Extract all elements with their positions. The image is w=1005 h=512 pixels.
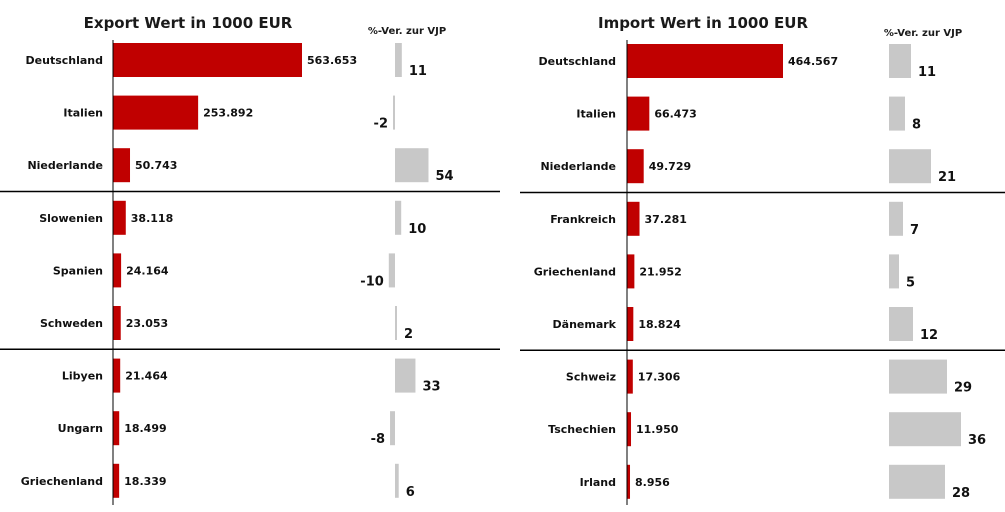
export-libyen-category-label: Libyen [62,370,103,383]
import-deutschland-value-bar [627,44,783,78]
export-deutschland-value-label: 563.653 [307,54,357,67]
export-schweden-change-label: 2 [404,327,413,342]
import-griechenland-change-label: 5 [906,275,915,290]
export-griechenland-change-label: 6 [406,485,415,500]
export-spanien-change-bar [388,253,395,288]
export-ungarn-change-label: -8 [371,432,385,447]
import-schweiz-category-label: Schweiz [566,371,616,384]
import-italien-value-bar [627,96,650,131]
export-ungarn-value-label: 18.499 [124,422,166,435]
import-griechenland-value-label: 21.952 [639,265,681,278]
import-deutschland-category-label: Deutschland [539,55,616,68]
import-tschechien-change-bar [889,412,961,447]
export-schweden-value-bar [113,306,121,340]
export-griechenland-category-label: Griechenland [21,475,103,488]
import-frankreich-change-bar [889,201,903,236]
import-niederlande-change-label: 21 [938,170,956,185]
import-change-header: %-Ver. zur VJP [884,28,962,39]
export-griechenland-value-label: 18.339 [124,475,166,488]
import-tschechien-change-label: 36 [968,433,986,448]
export-deutschland-value-bar [113,43,302,77]
import-tschechien-value-label: 11.950 [636,423,679,436]
export-libyen-change-label: 33 [422,380,440,395]
export-slowenien-change-label: 10 [408,222,426,237]
export-spanien-value-bar [113,253,122,288]
import-dänemark-change-bar [889,307,913,341]
import-deutschland-change-label: 11 [918,65,936,80]
export-deutschland-change-label: 11 [409,64,427,79]
export-slowenien-category-label: Slowenien [39,212,103,225]
export-schweden-change-bar [395,306,397,340]
export-niederlande-category-label: Niederlande [27,159,103,172]
import-deutschland-change-bar [889,44,911,78]
import-italien-change-bar [889,96,905,131]
import-niederlande-category-label: Niederlande [540,160,616,173]
import-frankreich-category-label: Frankreich [550,213,616,226]
export-spanien-category-label: Spanien [53,264,103,277]
import-dänemark-value-label: 18.824 [638,318,681,331]
export-italien-change-label: -2 [374,117,388,132]
import-frankreich-value-bar [627,201,640,236]
import-italien-value-label: 66.473 [654,108,696,121]
import-irland-category-label: Irland [580,476,616,489]
import-tschechien-category-label: Tschechien [548,423,616,436]
import-irland-change-label: 28 [952,486,970,501]
import-frankreich-change-label: 7 [910,223,919,238]
import-griechenland-category-label: Griechenland [534,265,616,278]
export-spanien-value-label: 24.164 [126,264,169,277]
export-deutschland-change-bar [395,43,402,77]
export-niederlande-value-bar [113,148,131,183]
import-schweiz-value-label: 17.306 [638,371,681,384]
export-niederlande-value-label: 50.743 [135,159,177,172]
export-slowenien-value-bar [113,200,126,235]
import-dänemark-category-label: Dänemark [553,318,617,331]
export-ungarn-category-label: Ungarn [58,422,103,435]
export-libyen-value-label: 21.464 [125,370,168,383]
export-italien-value-bar [113,95,199,130]
export-italien-value-label: 253.892 [203,107,253,120]
export-libyen-value-bar [113,358,121,393]
import-schweiz-value-bar [627,359,633,394]
import-frankreich-value-label: 37.281 [645,213,687,226]
export-spanien-change-label: -10 [360,274,384,289]
import-niederlande-value-label: 49.729 [649,160,691,173]
export-italien-change-bar [393,95,395,130]
export-griechenland-change-bar [395,463,399,498]
import-tschechien-value-bar [627,412,632,447]
import-chart-title: Import Wert in 1000 EUR [598,14,808,32]
import-dänemark-value-bar [627,307,634,341]
import-dänemark-change-label: 12 [920,328,938,343]
export-niederlande-change-bar [395,148,429,183]
export-ungarn-value-bar [113,411,120,446]
export-chart-title: Export Wert in 1000 EUR [84,14,293,32]
export-deutschland-category-label: Deutschland [26,54,103,67]
export-slowenien-change-bar [395,200,402,235]
export-chart-panel: Export Wert in 1000 EUR %-Ver. zur VJP D… [0,14,500,505]
export-change-header: %-Ver. zur VJP [368,26,446,37]
export-italien-category-label: Italien [63,107,103,120]
export-libyen-change-bar [395,358,416,393]
import-schweiz-change-label: 29 [954,381,972,396]
import-irland-change-bar [889,464,945,499]
export-ungarn-change-bar [390,411,395,446]
import-niederlande-change-bar [889,149,931,184]
import-niederlande-value-bar [627,149,644,184]
import-irland-value-label: 8.956 [635,476,670,489]
export-niederlande-change-label: 54 [435,169,453,184]
import-irland-value-bar [627,464,631,499]
import-italien-category-label: Italien [576,108,616,121]
export-slowenien-value-label: 38.118 [131,212,173,225]
import-griechenland-value-bar [627,254,635,289]
import-deutschland-value-label: 464.567 [788,55,838,68]
import-schweiz-change-bar [889,359,947,394]
import-griechenland-change-bar [889,254,899,289]
import-chart-panel: Import Wert in 1000 EUR %-Ver. zur VJP D… [520,14,1005,505]
export-griechenland-value-bar [113,463,120,498]
export-schweden-category-label: Schweden [40,317,103,330]
import-italien-change-label: 8 [912,118,921,133]
export-schweden-value-label: 23.053 [126,317,168,330]
